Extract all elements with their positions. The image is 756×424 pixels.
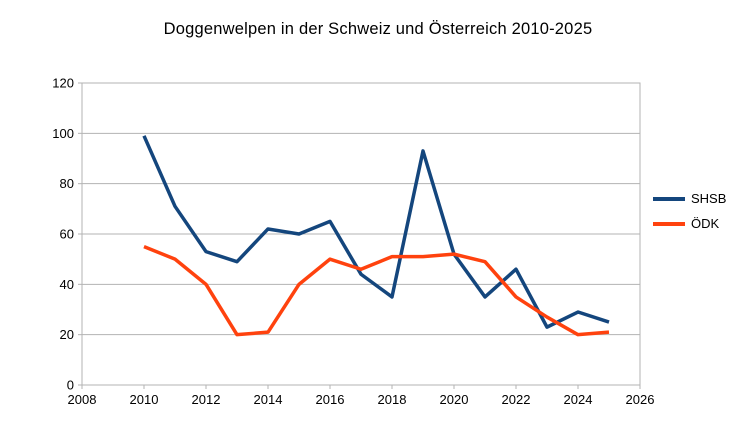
odk-line-swatch <box>653 221 685 226</box>
series-line-ödk <box>143 244 610 337</box>
x-tick-label-2008: 2008 <box>68 392 97 407</box>
shsb-line-swatch <box>653 196 685 201</box>
legend: SHSB ÖDK <box>653 186 726 236</box>
x-tick-label-2014: 2014 <box>254 392 283 407</box>
legend-item-shsb: SHSB <box>653 186 726 211</box>
x-tick-label-2010: 2010 <box>130 392 159 407</box>
x-tick-label-2026: 2026 <box>626 392 655 407</box>
series-line-shsb <box>142 135 610 329</box>
y-tick-label-80: 80 <box>60 176 74 191</box>
y-tick-label-120: 120 <box>52 76 74 91</box>
y-tick-label-0: 0 <box>67 378 74 393</box>
y-tick-label-60: 60 <box>60 227 74 242</box>
x-tick-label-2012: 2012 <box>192 392 221 407</box>
legend-item-odk: ÖDK <box>653 211 726 236</box>
x-tick-label-2024: 2024 <box>564 392 593 407</box>
y-tick-label-100: 100 <box>52 126 74 141</box>
legend-label-odk: ÖDK <box>691 216 720 231</box>
x-tick-label-2018: 2018 <box>378 392 407 407</box>
chart-title: Doggenwelpen in der Schweiz und Österrei… <box>163 20 593 38</box>
x-tick-label-2022: 2022 <box>502 392 531 407</box>
legend-label-shsb: SHSB <box>691 191 727 206</box>
y-tick-label-40: 40 <box>60 277 74 292</box>
y-tick-label-20: 20 <box>60 327 74 342</box>
x-tick-label-2016: 2016 <box>316 392 345 407</box>
x-tick-label-2020: 2020 <box>440 392 469 407</box>
